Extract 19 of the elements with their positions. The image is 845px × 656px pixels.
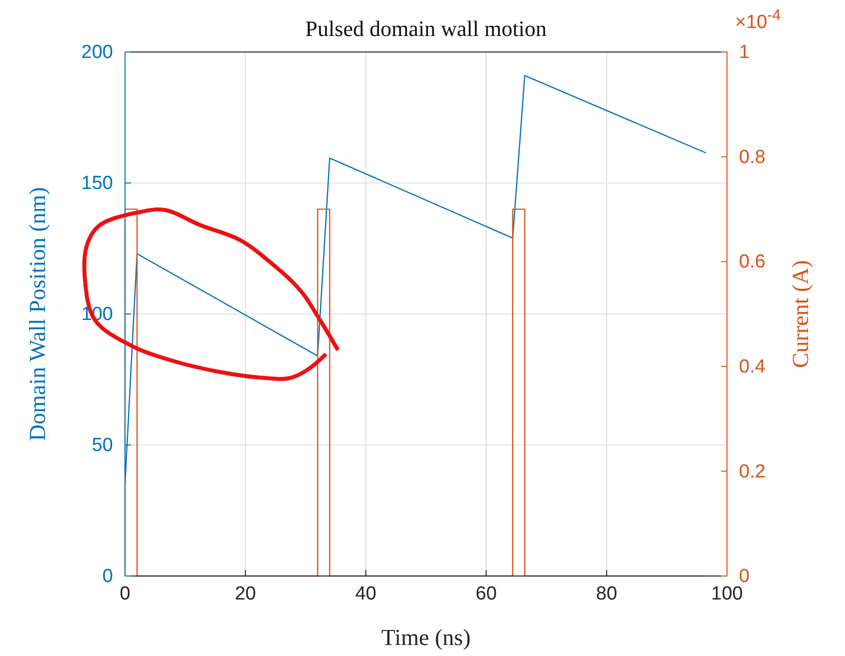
x-tick-label: 0 xyxy=(120,583,130,604)
x-tick-label: 40 xyxy=(355,583,376,604)
y2-tick-label: 1 xyxy=(739,42,750,64)
x-tick-label: 20 xyxy=(234,583,256,604)
y2-tick-label: 0.8 xyxy=(739,146,766,168)
x-axis-title: Time (ns) xyxy=(381,625,471,650)
x-tick-label: 60 xyxy=(476,583,497,604)
text: ×10$^{-4}$ xyxy=(735,6,781,33)
y-tick-label: 0 xyxy=(102,566,113,588)
x-tick-label: 80 xyxy=(596,583,618,604)
y-tick-label: 150 xyxy=(81,173,113,194)
y-axis-title: Domain Wall Position (nm) xyxy=(25,187,50,441)
y-tick-label: 200 xyxy=(81,42,113,64)
y2-axis-title: Current (A) xyxy=(788,260,813,368)
y2-tick-label: 0.6 xyxy=(739,252,766,273)
y2-tick-label: 0.2 xyxy=(739,461,766,482)
chart-title: Pulsed domain wall motion xyxy=(305,16,547,41)
y-tick-label: 50 xyxy=(92,435,113,456)
y2-tick-label: 0.4 xyxy=(739,356,766,378)
